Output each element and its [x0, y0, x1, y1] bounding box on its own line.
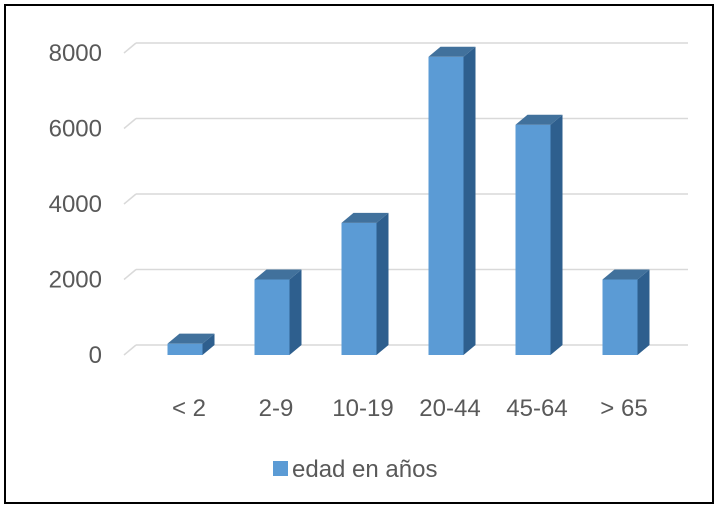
bar [254, 269, 302, 355]
gridline-depth [123, 344, 137, 356]
legend-swatch [273, 461, 288, 476]
bar-top [428, 46, 476, 57]
bar-side [637, 269, 650, 355]
bar-top [341, 212, 389, 223]
bar-side [550, 114, 563, 355]
bar-side [289, 269, 302, 355]
x-tick-label: < 2 [172, 395, 206, 422]
x-tick-label: 20-44 [419, 395, 480, 422]
chart-frame: 0 2000 4000 6000 8000 < 2 2-9 10-19 20-44 45-64 >… [4, 4, 714, 504]
bar-front [341, 222, 377, 355]
bar [602, 269, 650, 355]
bar-top [167, 333, 215, 344]
bar-front [602, 279, 638, 355]
gridline-depth [123, 117, 137, 130]
legend: edad en años [273, 456, 437, 483]
bar-front [428, 56, 464, 356]
x-tick-label: 45-64 [506, 395, 567, 422]
grid-layer [123, 42, 688, 356]
bar [428, 46, 476, 356]
gridline-depth [123, 268, 137, 281]
x-tick-label: > 65 [600, 395, 647, 422]
bar-front [254, 279, 290, 355]
bar-top [602, 269, 650, 280]
gridline-depth [123, 193, 137, 205]
x-tick-label: 2-9 [259, 395, 294, 422]
bar-side [463, 46, 476, 356]
y-tick-label: 6000 [49, 116, 102, 143]
bar-side [376, 212, 389, 355]
x-tick-label: 10-19 [332, 395, 393, 422]
bar [341, 212, 389, 355]
bar [515, 114, 563, 355]
bar-front [515, 124, 551, 355]
bar-front [167, 343, 203, 355]
chart-svg: 0 2000 4000 6000 8000 < 2 2-9 10-19 20-44 45-64 >… [49, 40, 688, 483]
y-tick-label: 0 [89, 342, 102, 369]
bar [167, 333, 215, 355]
y-tick-label: 4000 [49, 191, 102, 218]
bars-layer [167, 46, 650, 356]
y-tick-label: 2000 [49, 267, 102, 294]
bar-side [202, 333, 215, 355]
bar-top [254, 269, 302, 280]
x-axis-ticks: < 2 2-9 10-19 20-44 45-64 > 65 [172, 395, 648, 422]
y-axis-ticks: 0 2000 4000 6000 8000 [49, 40, 102, 369]
gridline-depth [123, 42, 137, 54]
legend-label: edad en años [292, 456, 437, 483]
bar-top [515, 114, 563, 125]
y-tick-label: 8000 [49, 40, 102, 67]
